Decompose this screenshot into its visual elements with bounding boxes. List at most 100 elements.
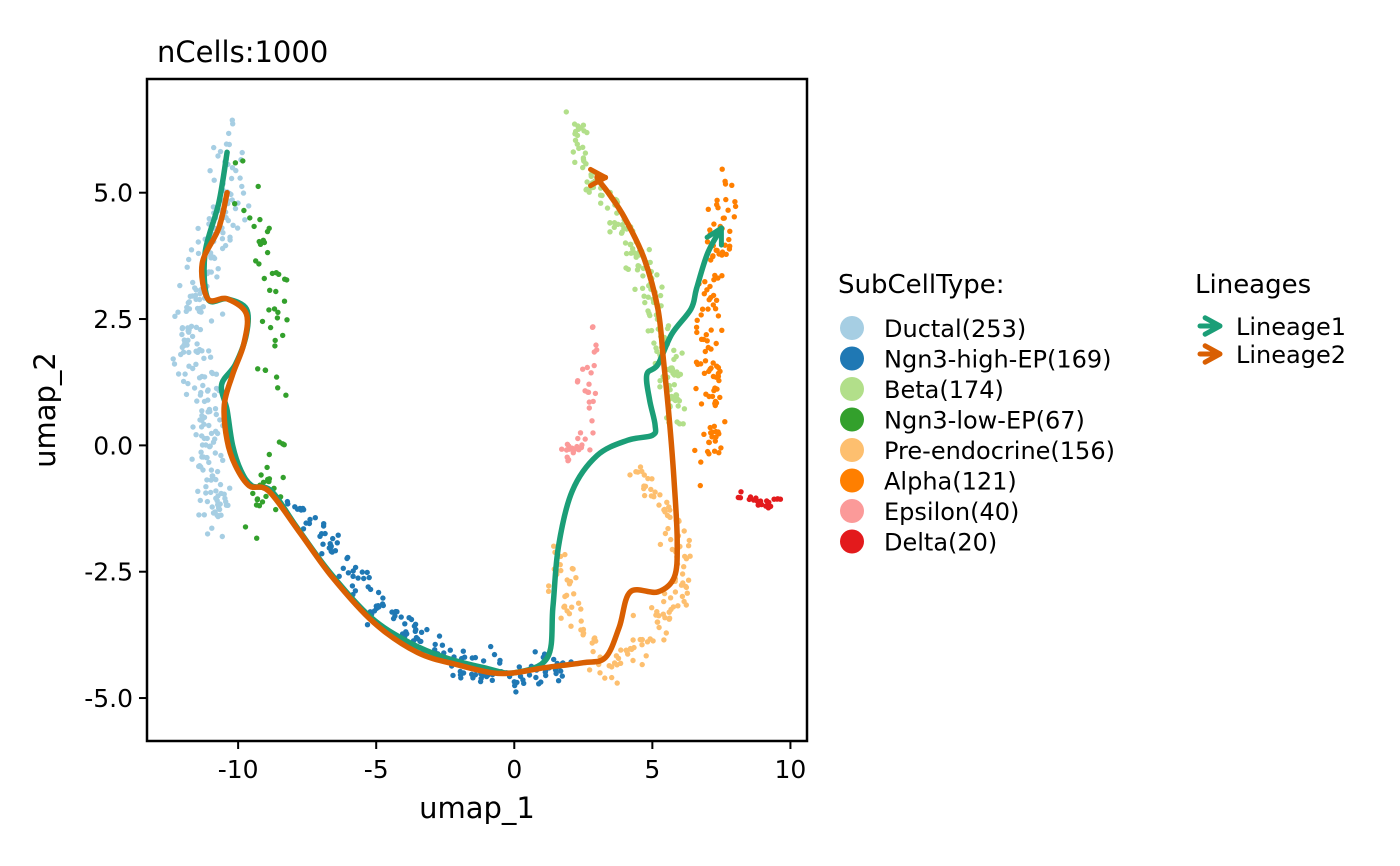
cell-point <box>273 374 280 380</box>
cell-point <box>321 521 327 527</box>
cell-point <box>350 573 356 579</box>
cell-point <box>210 473 216 479</box>
cell-point <box>208 489 214 496</box>
cell-point <box>593 638 599 644</box>
cell-point <box>256 238 262 245</box>
cell-point <box>264 249 271 256</box>
cell-point <box>562 593 568 600</box>
cell-point <box>716 450 722 456</box>
cell-point <box>630 612 636 619</box>
cell-point <box>246 203 252 209</box>
cell-point <box>336 573 342 579</box>
cell-point <box>630 637 636 643</box>
cell-point <box>254 535 260 541</box>
cell-point <box>172 313 178 319</box>
cell-point <box>206 422 212 429</box>
cell-point <box>671 347 677 353</box>
cell-point <box>412 628 418 634</box>
cell-point <box>190 424 196 430</box>
cell-point <box>424 626 430 633</box>
cell-point <box>242 217 248 223</box>
cell-point <box>190 279 196 286</box>
cell-point <box>389 609 395 615</box>
cell-point <box>472 672 479 678</box>
cell-point <box>312 515 318 521</box>
cell-point <box>589 418 595 424</box>
cell-point <box>657 292 664 299</box>
cell-point <box>222 242 229 249</box>
cell-point <box>200 382 206 389</box>
cell-point <box>225 502 231 508</box>
cell-point <box>204 531 211 537</box>
cell-point <box>201 414 208 421</box>
cell-point <box>273 506 279 513</box>
cell-point <box>322 530 328 537</box>
cell-point <box>575 435 581 442</box>
cell-point <box>565 458 571 464</box>
cell-point <box>727 228 733 234</box>
cell-point <box>667 514 673 520</box>
cell-point <box>237 175 243 181</box>
cell-point <box>713 297 720 303</box>
cell-point <box>572 131 578 137</box>
cell-point <box>706 297 712 303</box>
cell-point <box>194 341 200 347</box>
cell-point <box>345 570 352 576</box>
cell-point <box>477 678 484 685</box>
cell-point <box>271 306 278 312</box>
cell-point <box>191 385 198 391</box>
cell-point <box>215 502 221 508</box>
cell-point <box>254 496 261 502</box>
cell-point <box>708 365 714 371</box>
cell-point <box>646 246 652 253</box>
cell-point <box>657 384 663 390</box>
cell-point <box>219 533 225 540</box>
cell-point <box>275 309 281 315</box>
legend-swatch <box>840 377 864 401</box>
cell-point <box>307 516 313 523</box>
cell-point <box>214 468 221 475</box>
cell-point <box>436 633 443 639</box>
cell-point <box>574 379 581 385</box>
legend-title-lineages: Lineages <box>1195 270 1311 300</box>
cell-point <box>219 311 226 317</box>
cell-point <box>711 221 717 227</box>
cell-point <box>707 227 713 233</box>
cell-point <box>721 215 727 221</box>
cell-point <box>281 298 288 304</box>
cluster-epsilon <box>559 324 600 464</box>
cell-point <box>253 502 260 508</box>
cell-point <box>648 493 655 499</box>
cell-point <box>685 577 692 583</box>
cell-point <box>196 463 203 469</box>
cell-point <box>729 182 735 188</box>
cell-point <box>573 575 579 581</box>
cell-point <box>364 569 370 576</box>
cell-point <box>206 348 212 354</box>
cell-point <box>633 254 639 260</box>
cell-point <box>185 337 191 343</box>
cell-point <box>706 439 712 446</box>
cell-point <box>217 148 224 155</box>
cell-point <box>713 340 719 347</box>
lineage2-path <box>198 173 680 677</box>
cell-point <box>597 670 603 676</box>
cell-point <box>392 613 398 619</box>
cell-point <box>225 217 231 224</box>
cell-point <box>182 342 188 348</box>
cell-point <box>432 641 438 648</box>
cell-point <box>516 664 522 670</box>
cell-point <box>183 308 189 314</box>
cell-point <box>607 220 613 226</box>
cell-point <box>559 446 565 452</box>
cell-point <box>239 183 245 190</box>
cell-point <box>208 269 214 275</box>
cell-point <box>280 474 286 481</box>
cell-point <box>614 662 620 668</box>
cell-point <box>712 438 718 444</box>
cell-point <box>586 381 592 387</box>
cell-point <box>375 603 381 609</box>
y-tick-label: 5.0 <box>93 179 133 208</box>
cell-point <box>212 406 219 412</box>
x-axis: -10 -5 0 5 10 <box>218 741 806 784</box>
